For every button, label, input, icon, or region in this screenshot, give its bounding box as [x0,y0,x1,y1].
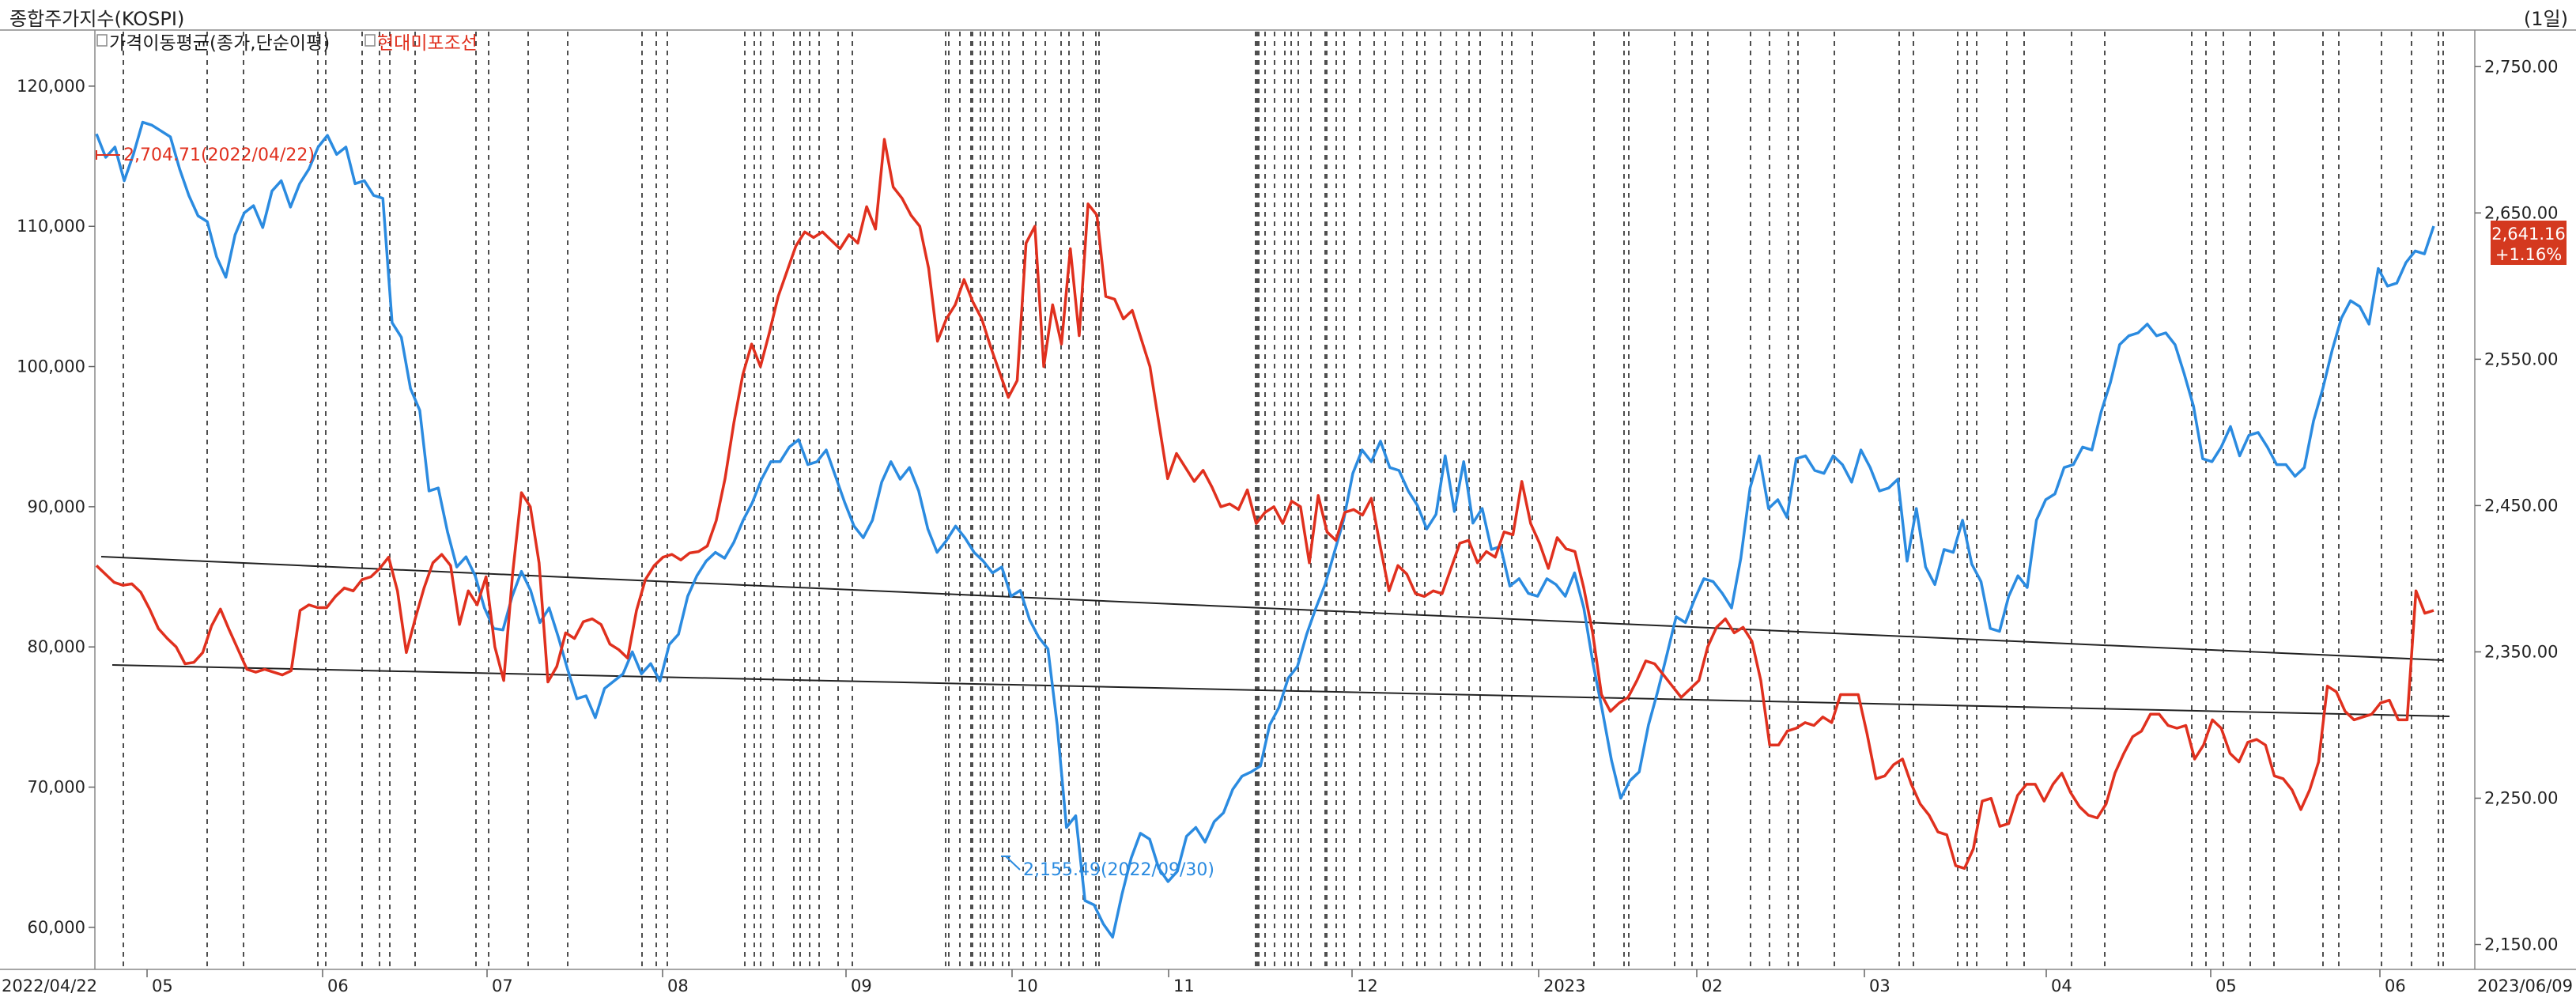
event-markers [123,32,2444,969]
left-tick-label-4: 80,000 [28,637,85,656]
period-label: (1일) [2523,8,2568,30]
last-change: +1.16% [2495,245,2562,264]
right-tick-label-0: 2,750.00 [2484,57,2559,76]
series-hyundai-mipo-line [95,138,2434,871]
series-kospi-line [95,120,2435,939]
x-tick-label-0: 2022/04/22 [2,976,97,995]
right-tick-label-5: 2,250.00 [2484,788,2559,807]
x-tick-label-7: 11 [1173,976,1195,995]
left-axis-ticks: 120,000 110,000 100,000 90,000 80,000 70,000 6… [17,77,95,937]
x-tick-label-1: 05 [152,976,173,995]
legend-ma-label: 가격이동평균(종가,단순이평) [109,33,330,54]
legend-stock-label: 현대미포조선 [377,33,478,54]
x-tick-label-12: 04 [2051,976,2072,995]
upper-trendline [100,556,2444,661]
left-tick-label-6: 60,000 [28,918,85,937]
x-tick-label-6: 10 [1017,976,1038,995]
high-annotation: 2,704.71(2022/04/22) [96,145,315,165]
x-tick-label-15: 2023/06/09 [2477,976,2573,995]
low-label: 2,155.49(2022/09/30) [1023,860,1214,880]
legend-marker-stock [364,34,376,47]
low-annotation: 2,155.49(2022/09/30) [1001,856,1214,880]
x-tick-label-4: 08 [667,976,689,995]
x-axis-ticks: 2022/04/22 05 06 07 08 09 10 11 12 2023 02 03 04 05 06… [2,969,2573,995]
left-tick-label-1: 110,000 [17,217,85,236]
right-tick-label-3: 2,450.00 [2484,496,2559,515]
x-tick-label-3: 07 [492,976,513,995]
lower-trendline [111,664,2450,717]
x-tick-label-8: 12 [1357,976,1378,995]
last-price: 2,641.16 [2491,225,2566,244]
right-tick-label-1: 2,650.00 [2484,203,2559,222]
legend: 가격이동평균(종가,단순이평) 현대미포조선 [96,33,478,54]
left-tick-label-5: 70,000 [28,777,85,796]
chart-titlebar: 종합주가지수(KOSPI) (1일) [0,0,2576,30]
left-tick-label-2: 100,000 [17,357,85,376]
x-tick-label-9: 2023 [1543,976,1585,995]
x-tick-label-5: 09 [851,976,872,995]
left-tick-label-0: 120,000 [17,77,85,96]
x-tick-label-14: 06 [2385,976,2406,995]
high-label: 2,704.71(2022/04/22) [123,145,315,165]
last-price-badge: 2,641.16 +1.16% [2491,221,2567,265]
right-tick-label-2: 2,550.00 [2484,349,2559,368]
x-tick-label-11: 03 [1869,976,1890,995]
legend-marker-ma [96,34,108,47]
x-tick-label-13: 05 [2215,976,2237,995]
right-tick-label-4: 2,350.00 [2484,642,2559,661]
right-axis-ticks: 2,750.00 2,650.00 2,550.00 2,450.00 2,350.00… [2475,57,2559,954]
chart-title: 종합주가지수(KOSPI) [9,8,185,30]
left-tick-label-3: 90,000 [28,497,85,516]
right-tick-label-6: 2,150.00 [2484,935,2559,954]
x-tick-label-2: 06 [327,976,349,995]
x-tick-label-10: 02 [1702,976,1723,995]
